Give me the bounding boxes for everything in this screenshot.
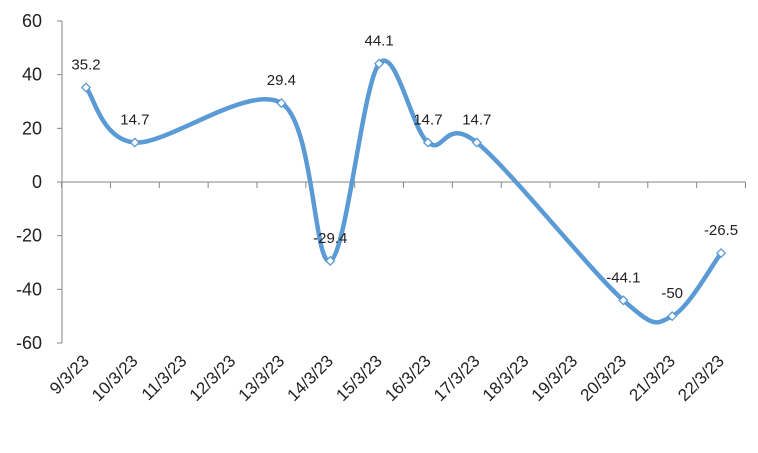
series-line (83, 58, 724, 325)
data-label: -29.4 (313, 230, 347, 247)
data-point (618, 295, 629, 306)
y-tick-label: 40 (22, 65, 42, 85)
data-point (325, 255, 336, 267)
x-tick-label: 15/3/23 (332, 351, 386, 405)
y-tick-label: -20 (16, 226, 42, 246)
series-layer (80, 58, 727, 325)
data-point (129, 137, 140, 148)
x-tick-label: 12/3/23 (186, 351, 240, 405)
x-tick-label: 11/3/23 (138, 351, 191, 404)
data-label: -26.5 (704, 222, 738, 239)
y-tick-label: 0 (32, 172, 42, 192)
x-tick-label: 19/3/23 (528, 351, 582, 405)
x-tick-label: 16/3/23 (381, 351, 435, 405)
data-point (80, 82, 92, 93)
data-label: 44.1 (364, 33, 393, 50)
x-tick-label: 13/3/23 (235, 351, 289, 405)
data-label: -50 (661, 285, 683, 302)
data-point (422, 137, 434, 148)
data-label: 14.7 (120, 112, 149, 129)
x-tick-label: 17/3/23 (430, 351, 484, 405)
data-point (715, 247, 727, 259)
x-tick-label: 9/3/23 (46, 351, 93, 398)
data-point (471, 137, 482, 148)
data-label: 14.7 (462, 112, 491, 129)
y-tick-label: -60 (16, 333, 42, 353)
data-label: 14.7 (413, 112, 442, 129)
x-tick-label: 21/3/23 (625, 351, 679, 405)
x-tick-label: 20/3/23 (577, 351, 631, 405)
data-point (667, 311, 678, 322)
data-label: 35.2 (71, 57, 100, 74)
x-tick-label: 18/3/23 (479, 351, 533, 405)
data-label: 29.4 (267, 72, 296, 89)
data-labels: 35.2 14.7 29.4 -29.4 44.1 14.7 14.7 -44.1 -50 -26… (71, 33, 738, 303)
x-tick-label: 14/3/23 (284, 351, 338, 405)
data-point (373, 58, 385, 69)
data-label: -44.1 (606, 269, 640, 286)
data-point (276, 97, 287, 109)
x-tick-label: 22/3/23 (674, 351, 728, 405)
y-tick-label: -40 (16, 279, 42, 299)
y-tick-label: 60 (22, 11, 42, 31)
axes: 60 40 20 0 -20 -40 -609/3/2310/3/2311/3/2312/3… (16, 11, 746, 405)
y-tick-label: 20 (22, 118, 42, 138)
x-tick-label: 10/3/23 (88, 351, 142, 405)
